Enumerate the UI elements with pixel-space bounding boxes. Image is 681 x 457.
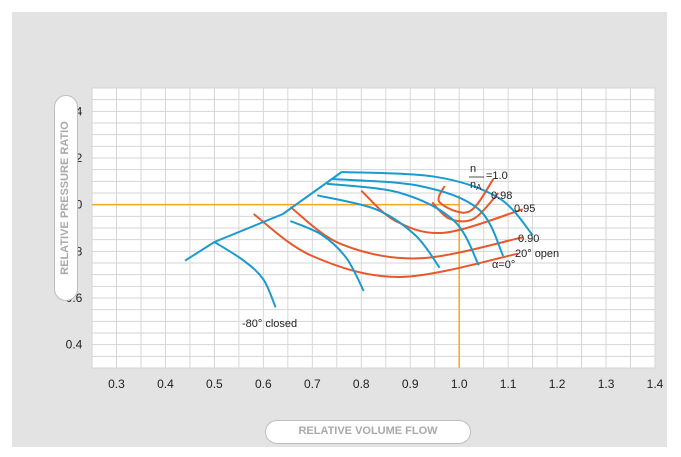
speed-label-na: nA [470, 179, 482, 192]
x-tick-label: 0.9 [402, 377, 419, 391]
x-tick-label: 0.4 [157, 377, 174, 391]
vane-angle-curve [289, 220, 365, 292]
curves [184, 171, 534, 308]
vane-angle-curve [331, 178, 505, 257]
speed-curve [360, 189, 524, 235]
x-axis-label: RELATIVE VOLUME FLOW [265, 420, 471, 444]
grid [91, 87, 656, 369]
x-tick-label: 1.4 [647, 377, 664, 391]
label-0-95: 0.95 [514, 203, 535, 215]
x-tick-label: 0.6 [255, 377, 272, 391]
label-80-closed: -80° closed [242, 318, 297, 330]
speed-curve [253, 213, 519, 279]
vane-angle-curve [213, 241, 277, 308]
x-tick-label: 0.8 [353, 377, 370, 391]
y-axis-label: RELATIVE PRESSURE RATIO [54, 95, 78, 301]
speed-label-eq: =1.0 [486, 170, 508, 182]
compressor-map-chart: 0.3 0.4 0.5 0.6 0.7 0.8 0.9 1.0 1.1 1.2 1.3 1.4 0.4 0… [66, 87, 664, 391]
x-tick-label: 0.5 [206, 377, 223, 391]
x-tick-label: 0.7 [304, 377, 321, 391]
label-20-open: 20° open [515, 248, 559, 260]
x-tick-label: 1.1 [500, 377, 517, 391]
annotations: n nA =1.0 0.98 0.95 0.90 20° open α=0° -… [242, 163, 559, 330]
speed-curve [437, 178, 495, 214]
speed-label-n: n [470, 163, 476, 175]
speed-curve [289, 206, 524, 260]
label-alpha-0: α=0° [492, 259, 515, 271]
x-tick-label: 1.3 [598, 377, 615, 391]
label-0-90: 0.90 [518, 233, 539, 245]
label-0-98: 0.98 [491, 190, 512, 202]
vane-angle-curve [326, 182, 480, 266]
x-tick-label: 0.3 [108, 377, 125, 391]
x-tick-label: 1.0 [451, 377, 468, 391]
surge-line [184, 171, 343, 262]
x-tick-label: 1.2 [549, 377, 566, 391]
vane-angle-curve [316, 194, 441, 269]
reference-lines [92, 195, 460, 368]
vane-angle-curve [341, 171, 534, 236]
chart-panel: 0.3 0.4 0.5 0.6 0.7 0.8 0.9 1.0 1.1 1.2 1.3 1.4 0.4 0… [12, 12, 667, 447]
y-tick-label: 0.4 [66, 338, 83, 352]
